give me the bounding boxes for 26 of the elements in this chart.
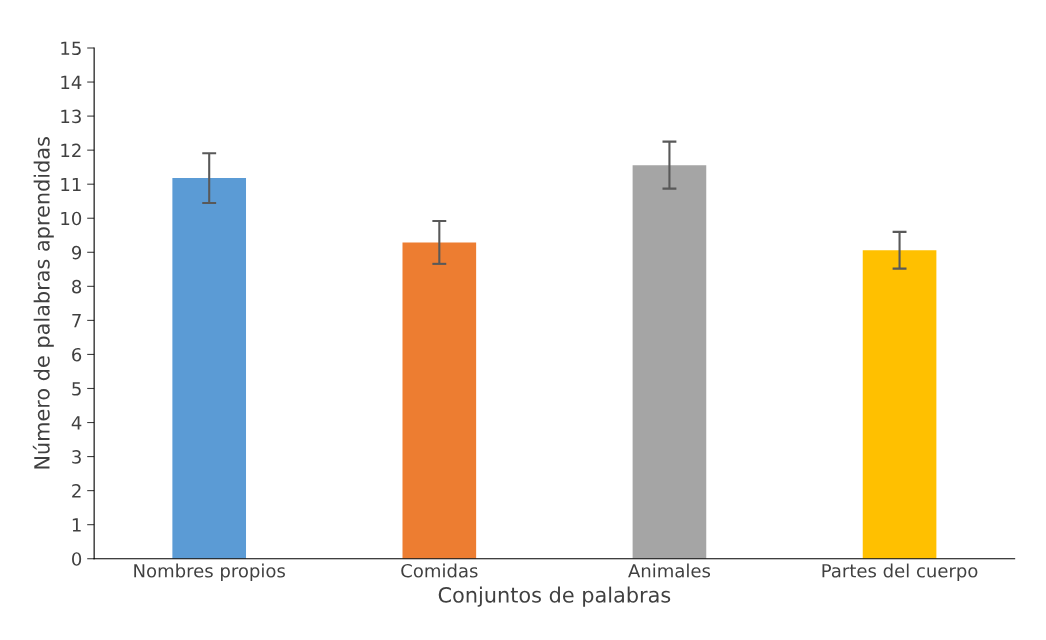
y-tick-label: 1 [72,518,81,532]
y-tick-label: 15 [61,41,81,56]
y-tick-label: 14 [61,75,82,89]
y-tick-label: 2 [72,484,81,498]
x-tick-label: Comidas [401,563,478,578]
x-axis-title: Conjuntos de palabras [438,586,671,607]
y-tick-label: 12 [61,143,81,157]
y-tick-label: 6 [72,347,82,362]
y-tick-label: 4 [71,416,82,430]
y-tick-label: 3 [72,450,81,464]
y-tick-label: 13 [61,109,81,124]
y-axis-title: Número de palabras aprendidas [32,137,54,469]
x-tick-label: Animales [628,563,711,578]
y-tick-label: 5 [72,382,81,396]
x-tick-label: Nombres propios [134,563,285,582]
y-tick-label: 9 [71,245,82,260]
bar [632,165,707,559]
y-tick-label: 8 [72,279,82,294]
bar [862,250,937,559]
bar [172,178,247,559]
y-tick-label: 10 [61,211,82,226]
y-tick-label: 0 [72,552,82,566]
y-tick-label: 7 [72,314,81,328]
x-tick-label: Partes del cuerpo [822,563,978,582]
bar [402,242,477,559]
y-tick-label: 11 [61,177,81,192]
